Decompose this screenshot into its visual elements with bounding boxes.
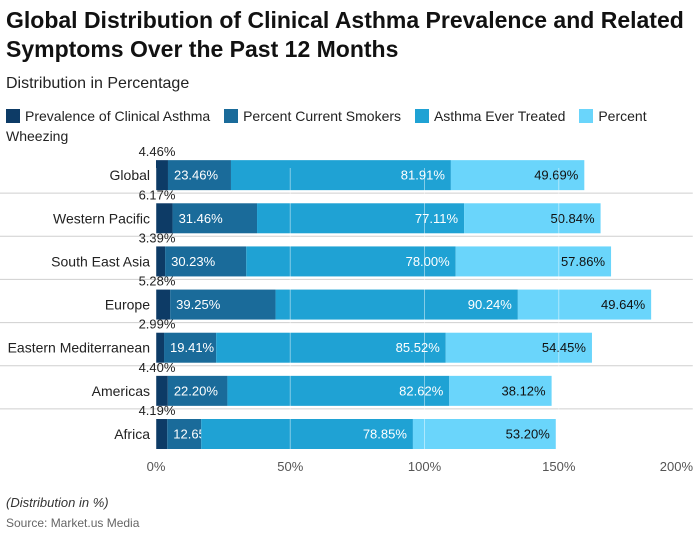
bar-segment	[167, 375, 228, 406]
data-label: 22.20%	[174, 383, 219, 398]
chart-source: Source: Market.us Media	[6, 516, 140, 530]
data-label: 39.25%	[176, 297, 221, 312]
bar-segment	[257, 203, 465, 234]
chart-legend: Prevalence of Clinical Asthma Percent Cu…	[6, 106, 686, 146]
legend-label: Percent Wheezing	[6, 108, 647, 144]
bar-segment	[455, 246, 612, 277]
data-label: 81.91%	[401, 168, 446, 183]
bar-segment	[156, 203, 173, 234]
bar-segment	[412, 419, 556, 449]
legend-label: Prevalence of Clinical Asthma	[25, 108, 211, 124]
category-label: Global	[110, 167, 150, 183]
x-tick-label: 50%	[277, 459, 303, 474]
data-label: 30.23%	[171, 254, 216, 269]
data-label: 4.19%	[139, 403, 176, 418]
data-label: 54.45%	[542, 340, 587, 355]
x-tick-label: 200%	[660, 459, 694, 474]
data-label: 31.46%	[179, 211, 224, 226]
legend-label: Percent Current Smokers	[243, 108, 402, 124]
bar-segment	[156, 160, 168, 191]
data-label: 49.64%	[601, 297, 646, 312]
bar-segment	[201, 419, 413, 449]
legend-item: Prevalence of Clinical Asthma	[6, 108, 210, 124]
data-label: 49.69%	[534, 168, 579, 183]
data-label: 2.99%	[139, 317, 176, 332]
x-tick-label: 150%	[542, 459, 576, 474]
bar-segment	[167, 160, 231, 191]
category-label: Africa	[114, 426, 150, 442]
bar-segment	[170, 289, 276, 320]
data-label: 5.28%	[139, 274, 176, 289]
legend-item: Percent Wheezing	[6, 108, 647, 144]
bar-segment	[450, 160, 585, 191]
data-label: 78.85%	[363, 427, 408, 442]
bar-segment	[275, 289, 518, 320]
data-label: 90.24%	[468, 297, 513, 312]
chart-plot: 4.46% 23.46% 81.91% 49.69% Global 6.17%31.46%…	[0, 144, 694, 474]
category-label: Americas	[92, 383, 150, 399]
x-tick-label: 0%	[147, 459, 166, 474]
data-label: 19.41%	[170, 340, 215, 355]
category-label: Europe	[105, 297, 150, 313]
bar-segment	[445, 332, 592, 363]
legend-item: Asthma Ever Treated	[414, 108, 566, 124]
legend-swatch	[414, 109, 429, 123]
bar-segment	[230, 160, 451, 191]
legend-label: Asthma Ever Treated	[433, 108, 566, 124]
chart-footnote: (Distribution in %)	[6, 495, 109, 510]
bar-segment	[156, 375, 168, 406]
data-label: 85.52%	[396, 340, 441, 355]
data-label: 77.11%	[415, 211, 459, 226]
category-label: Western Pacific	[53, 210, 150, 226]
x-tick-label: 100%	[408, 459, 442, 474]
data-label: 4.46%	[139, 144, 176, 159]
bar-segment	[165, 246, 247, 277]
bar-segment	[167, 419, 202, 449]
bar-segment	[156, 289, 171, 320]
bar-segment	[156, 246, 166, 277]
bar-segment	[156, 419, 168, 449]
data-label: 53.20%	[506, 427, 551, 442]
legend-swatch	[6, 109, 20, 123]
chart-subtitle: Distribution in Percentage	[6, 75, 190, 92]
data-label: 4.40%	[139, 360, 176, 375]
bar-segment	[517, 289, 652, 320]
legend-swatch	[579, 109, 594, 123]
chart-title: Global Distribution of Clinical Asthma P…	[6, 7, 684, 62]
category-label: Eastern Mediterranean	[8, 340, 150, 356]
legend-item: Percent Current Smokers	[224, 108, 401, 124]
data-label: 38.12%	[502, 383, 547, 398]
bar-segment	[246, 246, 456, 277]
data-label: 3.39%	[139, 230, 176, 245]
data-label: 57.86%	[561, 254, 606, 269]
bar-segment	[156, 332, 165, 363]
bar-segment	[164, 332, 217, 363]
bar-segment	[464, 203, 601, 234]
category-label: South East Asia	[51, 253, 150, 269]
legend-swatch	[224, 109, 239, 123]
bar-segment	[227, 375, 450, 406]
data-label: 23.46%	[174, 168, 219, 183]
bar-segment	[216, 332, 446, 363]
data-label: 50.84%	[550, 211, 595, 226]
bar-segment	[172, 203, 258, 234]
bar-segment	[449, 375, 552, 406]
data-label: 78.00%	[406, 254, 451, 269]
data-label: 6.17%	[139, 187, 176, 202]
data-label: 82.62%	[399, 383, 444, 398]
